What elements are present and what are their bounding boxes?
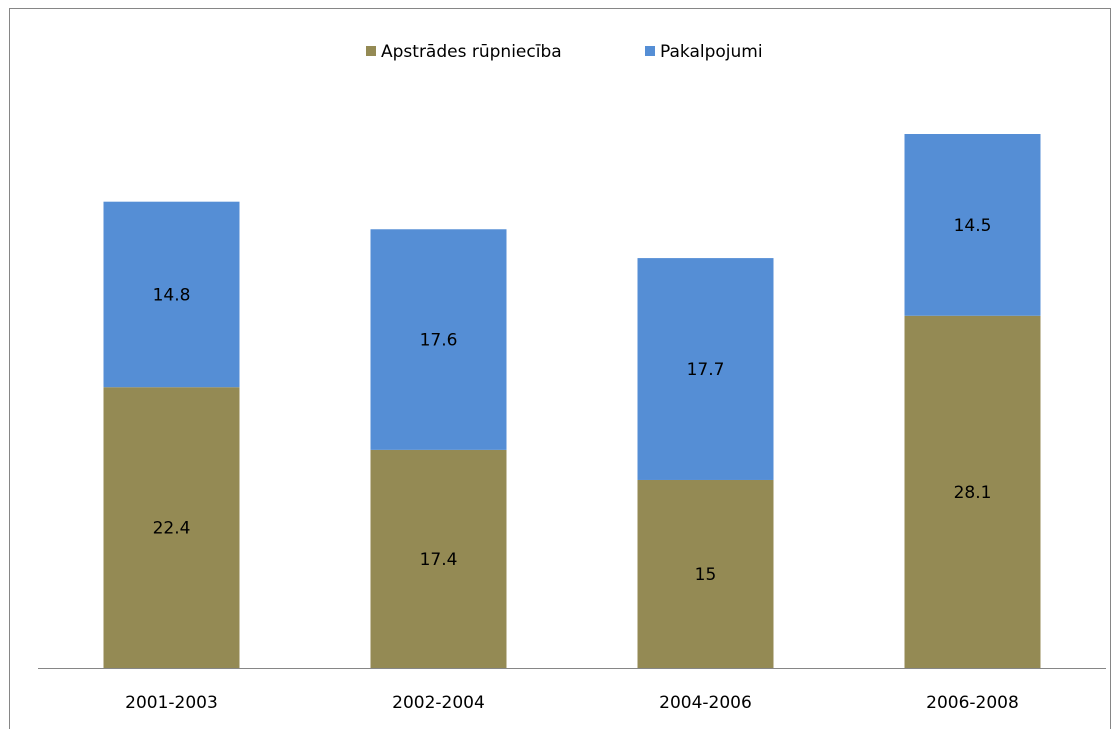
x-tick-label: 2006-2008	[926, 693, 1019, 713]
data-label: 17.6	[420, 331, 458, 351]
x-tick-label: 2004-2006	[659, 693, 752, 713]
legend-swatch	[366, 46, 376, 56]
bar-segment	[904, 134, 1041, 316]
bar-segment	[637, 479, 774, 668]
x-tick-label: 2001-2003	[125, 693, 218, 713]
data-label: 17.7	[687, 360, 725, 380]
x-tick-label: 2002-2004	[392, 693, 485, 713]
data-label: 14.8	[153, 285, 191, 305]
data-label: 14.5	[954, 216, 992, 236]
bar-segment	[103, 201, 240, 388]
bar-segment	[103, 387, 240, 668]
legend-label: Pakalpojumi	[660, 42, 763, 62]
data-label: 15	[695, 565, 717, 585]
legend-label: Apstrādes rūpniecība	[381, 42, 562, 62]
bar-segment	[370, 229, 507, 450]
legend-swatch	[645, 46, 655, 56]
data-label: 17.4	[420, 550, 458, 570]
bar-segment	[637, 258, 774, 480]
bar-segment	[904, 315, 1041, 668]
data-label: 28.1	[954, 483, 992, 503]
bar-segment	[370, 449, 507, 668]
data-label: 22.4	[153, 519, 191, 539]
